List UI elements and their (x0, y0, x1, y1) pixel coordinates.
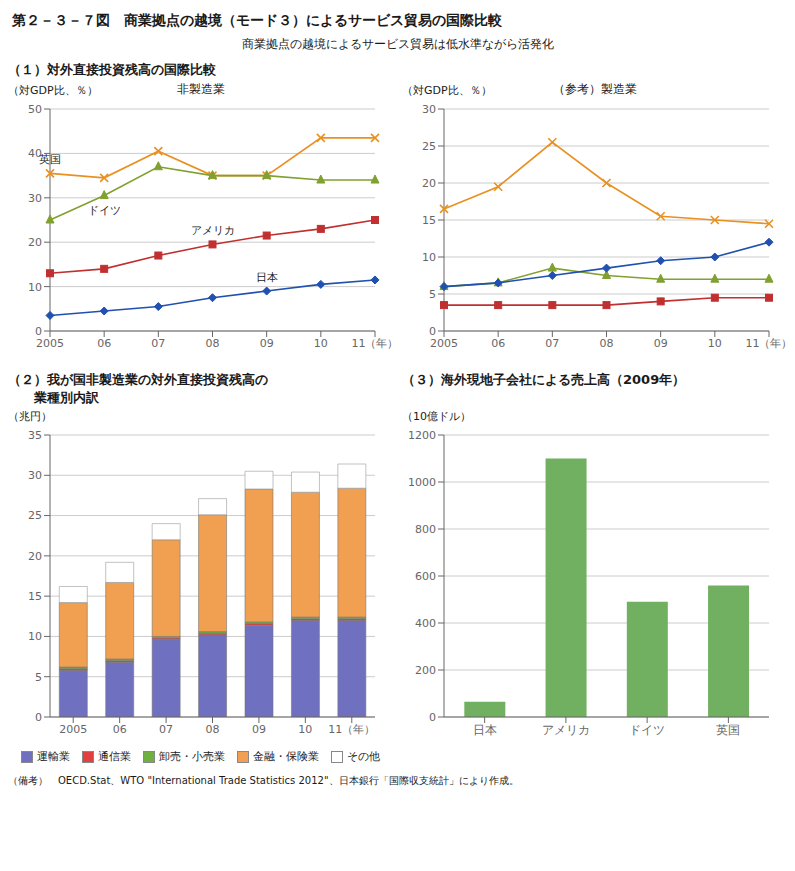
svg-text:日本: 日本 (256, 271, 278, 284)
html-text:（対GDP比、％）: （対GDP比、％） (402, 84, 492, 97)
svg-text:0: 0 (35, 325, 42, 338)
svg-text:15: 15 (28, 590, 42, 603)
svg-text:10: 10 (314, 337, 328, 350)
html-text:その他: その他 (347, 750, 380, 763)
svg-text:5: 5 (35, 671, 42, 684)
svg-text:06: 06 (97, 337, 111, 350)
svg-text:11（年）: 11（年） (746, 337, 788, 350)
svg-text:10: 10 (298, 723, 312, 736)
svg-text:1200: 1200 (408, 429, 436, 442)
html-text:金融・保険業: 金融・保険業 (253, 750, 319, 763)
html-text:（10億ドル）: （10億ドル） (402, 410, 471, 423)
svg-text:40: 40 (28, 147, 42, 161)
html-text:（対GDP比、％）: （対GDP比、％） (8, 84, 98, 97)
svg-text:0: 0 (35, 711, 42, 724)
svg-text:2005: 2005 (430, 337, 458, 350)
svg-text:800: 800 (415, 523, 436, 536)
svg-text:1000: 1000 (408, 476, 436, 489)
html-text:（２）我が国非製造業の対外直接投資残高の 業種別内訳: （２）我が国非製造業の対外直接投資残高の 業種別内訳 (8, 372, 268, 405)
svg-text:600: 600 (415, 570, 436, 583)
svg-text:35: 35 (28, 429, 42, 442)
svg-text:10: 10 (28, 281, 42, 294)
svg-text:2005: 2005 (36, 337, 64, 350)
svg-text:06: 06 (113, 723, 127, 736)
svg-text:06: 06 (491, 337, 505, 350)
html-text:商業拠点の越境によるサービス貿易は低水準ながら活発化: 商業拠点の越境によるサービス貿易は低水準ながら活発化 (241, 37, 554, 51)
svg-text:ドイツ: ドイツ (88, 204, 121, 217)
svg-text:10: 10 (28, 630, 42, 643)
html-text:（備考） OECD.Stat、WTO "Internatio: （備考） OECD.Stat、WTO "International Trade … (8, 775, 519, 786)
html-text:通信業: 通信業 (98, 750, 131, 763)
svg-text:アメリカ: アメリカ (191, 224, 235, 237)
svg-text:11（年）: 11（年） (352, 337, 394, 350)
svg-text:08: 08 (600, 337, 614, 350)
svg-text:200: 200 (415, 664, 436, 677)
svg-text:50: 50 (28, 103, 42, 116)
html-text:（参考）製造業: （参考）製造業 (552, 82, 637, 96)
svg-text:07: 07 (545, 337, 559, 350)
svg-text:07: 07 (151, 337, 165, 350)
svg-text:0: 0 (429, 325, 436, 338)
svg-text:25: 25 (422, 140, 436, 153)
svg-text:アメリカ: アメリカ (542, 723, 590, 737)
svg-text:08: 08 (206, 337, 220, 350)
html-text:第２－３－７図 商業拠点の越境（モード３）によるサービス貿易: 第２－３－７図 商業拠点の越境（モード３）によるサービス貿易の国際比較 (12, 12, 502, 28)
svg-text:400: 400 (415, 617, 436, 630)
html-text:非製造業: 非製造業 (176, 82, 225, 96)
svg-text:0: 0 (429, 711, 436, 724)
svg-text:20: 20 (422, 177, 436, 190)
svg-text:11（年）: 11（年） (328, 723, 375, 736)
html-text:（３）海外現地子会社による売上高（2009年）: （３）海外現地子会社による売上高（2009年） (402, 372, 686, 387)
svg-text:ドイツ: ドイツ (629, 723, 665, 737)
svg-text:20: 20 (28, 236, 42, 249)
html-text:卸売・小売業: 卸売・小売業 (159, 750, 225, 763)
svg-text:08: 08 (206, 723, 220, 736)
svg-text:英国: 英国 (39, 153, 61, 166)
svg-text:07: 07 (159, 723, 173, 736)
svg-text:30: 30 (28, 469, 42, 482)
svg-text:09: 09 (252, 723, 266, 736)
svg-text:25: 25 (28, 509, 42, 522)
svg-text:15: 15 (422, 214, 436, 227)
svg-text:5: 5 (429, 288, 436, 301)
svg-text:10: 10 (422, 251, 436, 264)
html-text:（１）対外直接投資残高の国際比較: （１）対外直接投資残高の国際比較 (8, 62, 216, 77)
svg-text:30: 30 (422, 103, 436, 116)
html-text:運輸業: 運輸業 (37, 750, 70, 763)
svg-text:10: 10 (708, 337, 722, 350)
svg-text:2005: 2005 (59, 723, 87, 736)
svg-text:30: 30 (28, 192, 42, 205)
svg-text:09: 09 (260, 337, 274, 350)
svg-text:20: 20 (28, 550, 42, 563)
svg-text:英国: 英国 (716, 723, 740, 737)
html-text:（兆円）: （兆円） (8, 410, 52, 423)
svg-text:09: 09 (654, 337, 668, 350)
svg-text:日本: 日本 (473, 723, 497, 737)
